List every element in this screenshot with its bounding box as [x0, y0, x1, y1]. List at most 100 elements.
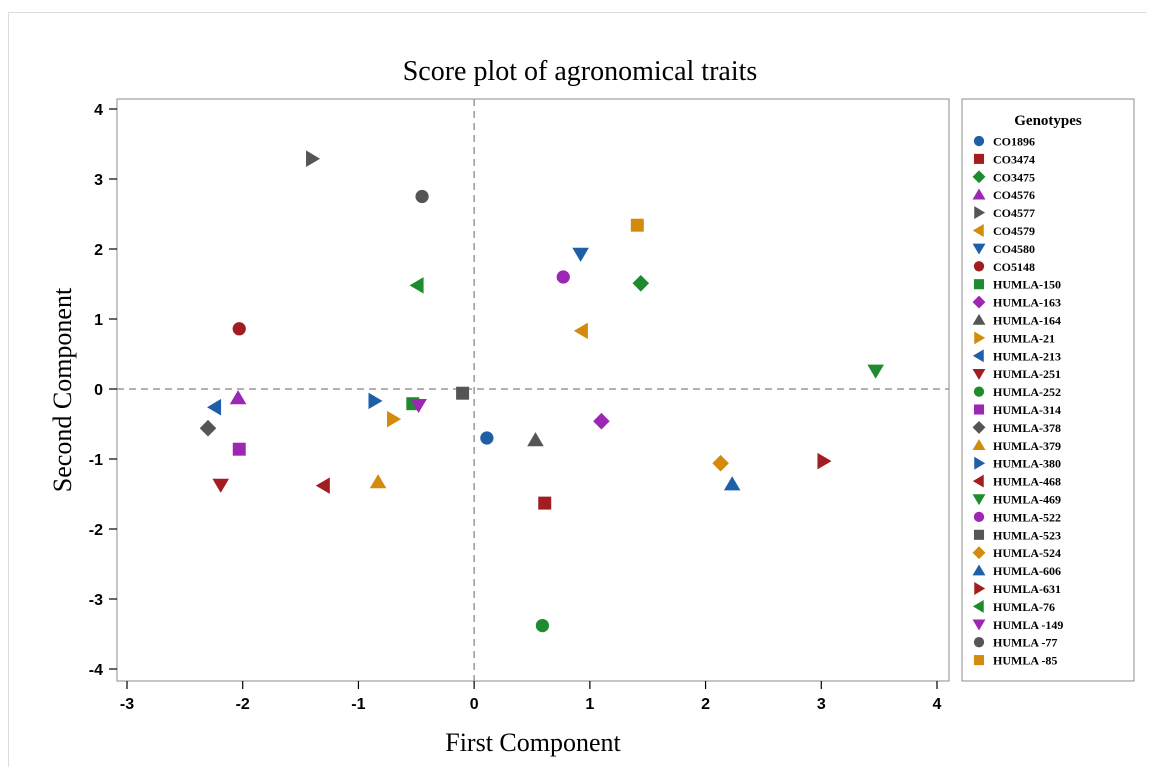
x-tick-label: -2: [236, 696, 250, 713]
point-humla-149: [410, 398, 427, 414]
point-humla-314: [232, 442, 246, 456]
legend-marker: [973, 135, 985, 147]
point-humla-380: [368, 392, 383, 410]
x-axis-label: First Component: [445, 728, 621, 757]
legend-marker: [973, 279, 985, 290]
legend-label: HUMLA-606: [993, 564, 1061, 578]
legend-marker: [972, 599, 984, 613]
legend-marker: [973, 404, 985, 415]
legend-title: Genotypes: [1014, 113, 1082, 129]
legend-label: HUMLA-314: [993, 403, 1061, 417]
legend-marker: [973, 529, 985, 540]
legend-marker: [973, 655, 985, 666]
legend-marker: [972, 494, 986, 506]
x-tick-label: 1: [585, 696, 594, 713]
legend-label: HUMLA-150: [993, 278, 1061, 292]
point-humla-631: [817, 452, 832, 470]
point-humla-85: [630, 218, 644, 232]
legend-label: HUMLA -149: [993, 618, 1063, 632]
legend-marker: [974, 582, 986, 595]
point-humla-468: [315, 477, 330, 494]
legend-label: CO3475: [993, 170, 1035, 184]
legend-label: HUMLA-380: [993, 457, 1061, 471]
legend-marker: [972, 170, 986, 184]
legend-label: HUMLA-164: [993, 314, 1061, 328]
point-humla-252: [535, 618, 550, 633]
x-axis: -3 -2 -1 0 1 2 3 4: [120, 681, 942, 713]
plot-area: [116, 98, 950, 682]
x-tick-label: -1: [351, 696, 365, 713]
y-tick-label: 2: [94, 242, 103, 259]
point-humla-469: [867, 364, 884, 379]
legend-label: HUMLA-213: [993, 349, 1061, 363]
y-tick-label: 3: [94, 172, 103, 189]
legend-label: CO4580: [993, 242, 1035, 256]
point-co3475: [632, 275, 650, 292]
y-tick-label: 1: [94, 312, 103, 329]
point-humla-76: [409, 277, 424, 294]
y-tick-label: -2: [89, 522, 103, 539]
legend-marker: [972, 368, 986, 380]
legend-label: CO1896: [993, 135, 1035, 149]
point-humla-213: [207, 398, 222, 416]
reference-lines: [117, 99, 949, 681]
x-tick-label: 3: [817, 696, 826, 713]
legend-label: HUMLA-252: [993, 385, 1061, 399]
legend-label: CO3474: [993, 152, 1035, 166]
y-tick-label: -3: [89, 592, 103, 609]
point-humla-606: [723, 476, 741, 491]
x-tick-label: 2: [701, 696, 710, 713]
legend-marker: [973, 511, 985, 523]
y-tick-label: -1: [89, 452, 103, 469]
legend-label: HUMLA-468: [993, 475, 1061, 489]
legend-marker: [972, 439, 986, 451]
legend-label: HUMLA -85: [993, 654, 1057, 668]
legend-marker: [972, 564, 986, 576]
legend-label: HUMLA-163: [993, 296, 1061, 310]
legend-marker: [974, 456, 986, 470]
point-humla-378: [199, 419, 217, 437]
legend-marker: [972, 295, 986, 309]
legend-label: CO4577: [993, 206, 1035, 220]
legend: CO1896 CO3474 CO3475 CO4576 CO4577 CO4579 CO45…: [972, 135, 1063, 668]
data-points: [199, 150, 884, 633]
legend-label: HUMLA-378: [993, 421, 1061, 435]
chart-title: Score plot of agronomical traits: [403, 56, 758, 87]
point-humla-251: [212, 478, 230, 493]
point-co1896: [480, 431, 494, 445]
legend-marker: [973, 261, 985, 272]
x-tick-label: 0: [470, 696, 479, 713]
legend-label: CO4576: [993, 188, 1035, 202]
point-co4577: [306, 150, 321, 167]
point-co4580: [572, 247, 589, 262]
point-humla-77: [415, 189, 429, 204]
y-axis-label: Second Component: [48, 287, 77, 492]
legend-label: HUMLA-523: [993, 528, 1061, 542]
legend-marker: [972, 349, 984, 363]
legend-label: HUMLA -77: [993, 636, 1057, 650]
point-humla-21: [387, 410, 402, 428]
point-co5148: [232, 322, 246, 336]
point-humla-522: [556, 270, 570, 284]
legend-label: HUMLA-251: [993, 367, 1061, 381]
legend-marker: [974, 206, 986, 220]
legend-label: HUMLA-379: [993, 439, 1061, 453]
legend-marker: [972, 313, 986, 325]
point-humla-523: [456, 386, 470, 400]
legend-box: [961, 98, 1135, 682]
point-co4576: [229, 390, 247, 405]
chart-frame: [8, 12, 1146, 767]
y-tick-label: 0: [94, 382, 103, 399]
legend-marker: [974, 331, 986, 345]
legend-label: CO4579: [993, 224, 1035, 238]
y-tick-label: -4: [89, 662, 103, 679]
legend-label: HUMLA-631: [993, 582, 1061, 596]
point-humla-524: [712, 454, 729, 472]
legend-marker: [973, 153, 985, 164]
legend-label: HUMLA-21: [993, 331, 1055, 345]
point-co3474: [538, 496, 552, 510]
legend-marker: [973, 637, 985, 648]
legend-marker: [972, 474, 984, 488]
legend-label: HUMLA-469: [993, 493, 1061, 507]
